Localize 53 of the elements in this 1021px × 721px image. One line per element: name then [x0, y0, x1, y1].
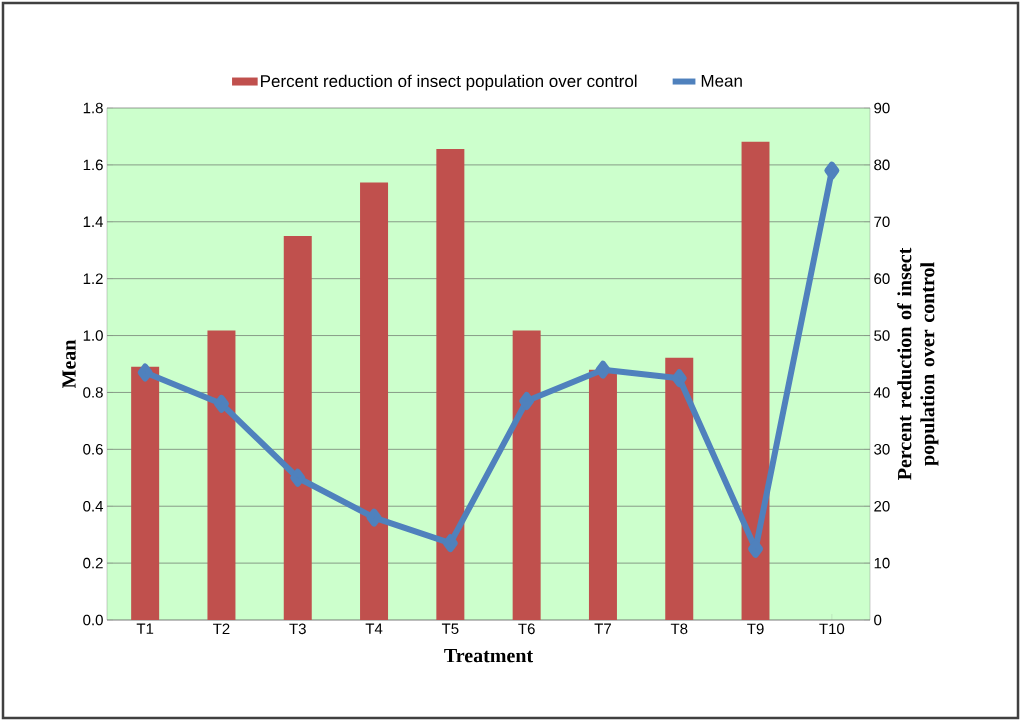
bar	[588, 369, 617, 620]
y-tick-label: 0.0	[83, 614, 103, 626]
y2-tick-label: 70	[874, 216, 890, 228]
bar	[436, 148, 465, 620]
y-tick-label: 0.2	[83, 557, 103, 569]
bar	[512, 330, 541, 620]
x-tick-label: T7	[594, 623, 611, 634]
y2-tick-label: 30	[874, 444, 890, 455]
y2-tick-label: 80	[874, 159, 890, 171]
x-tick-label: T1	[136, 623, 154, 634]
point	[519, 391, 535, 410]
x-tick-label: T2	[213, 623, 230, 635]
point	[442, 534, 458, 553]
y-tick-label: 1.0	[83, 330, 103, 341]
bar	[283, 236, 312, 620]
bar	[665, 357, 694, 620]
y2-tick-label: 40	[873, 387, 890, 398]
bar	[741, 141, 770, 620]
point	[671, 369, 687, 388]
point	[366, 508, 382, 527]
bar	[131, 366, 160, 620]
y-tick-label: 1.4	[83, 216, 104, 227]
x-tick-label: T6	[518, 623, 535, 635]
y-tick-label: 1.8	[83, 102, 103, 114]
point	[137, 363, 153, 382]
y-tick-label: 1.2	[83, 273, 103, 284]
y2-tick-label: 50	[874, 330, 890, 341]
x-tick-label: T9	[747, 623, 764, 635]
y-tick-label: 1.6	[83, 159, 103, 171]
y2-tick-label: 10	[874, 557, 890, 569]
x-tick-label: T10	[819, 623, 845, 635]
x-tick-label: T8	[670, 623, 688, 635]
point	[824, 161, 840, 180]
x-tick-label: T3	[289, 623, 306, 635]
bar	[207, 330, 236, 620]
y-tick-label: 0.4	[83, 500, 104, 512]
y2-tick-label: 20	[874, 500, 890, 512]
point	[595, 360, 611, 379]
y-axis-title: Mean	[62, 339, 76, 389]
y-tick-label: 0.8	[83, 387, 103, 398]
point	[213, 394, 229, 413]
y2-tick-label: 0	[874, 614, 882, 626]
legend-label: Percent reduction of insect population over control	[261, 74, 637, 91]
y2-tick-label: 60	[874, 273, 890, 284]
point	[290, 468, 306, 487]
y2-tick-label: 90	[874, 102, 890, 114]
legend-label: Mean	[701, 74, 742, 87]
bar	[360, 182, 389, 620]
y2-axis-title: Percent reduction of insect population over control	[897, 247, 939, 480]
x-tick-label: T5	[441, 623, 459, 634]
x-tick-label: T4	[365, 623, 383, 634]
y-tick-label: 0.6	[83, 444, 103, 455]
x-axis-title: Treatment	[444, 649, 534, 663]
